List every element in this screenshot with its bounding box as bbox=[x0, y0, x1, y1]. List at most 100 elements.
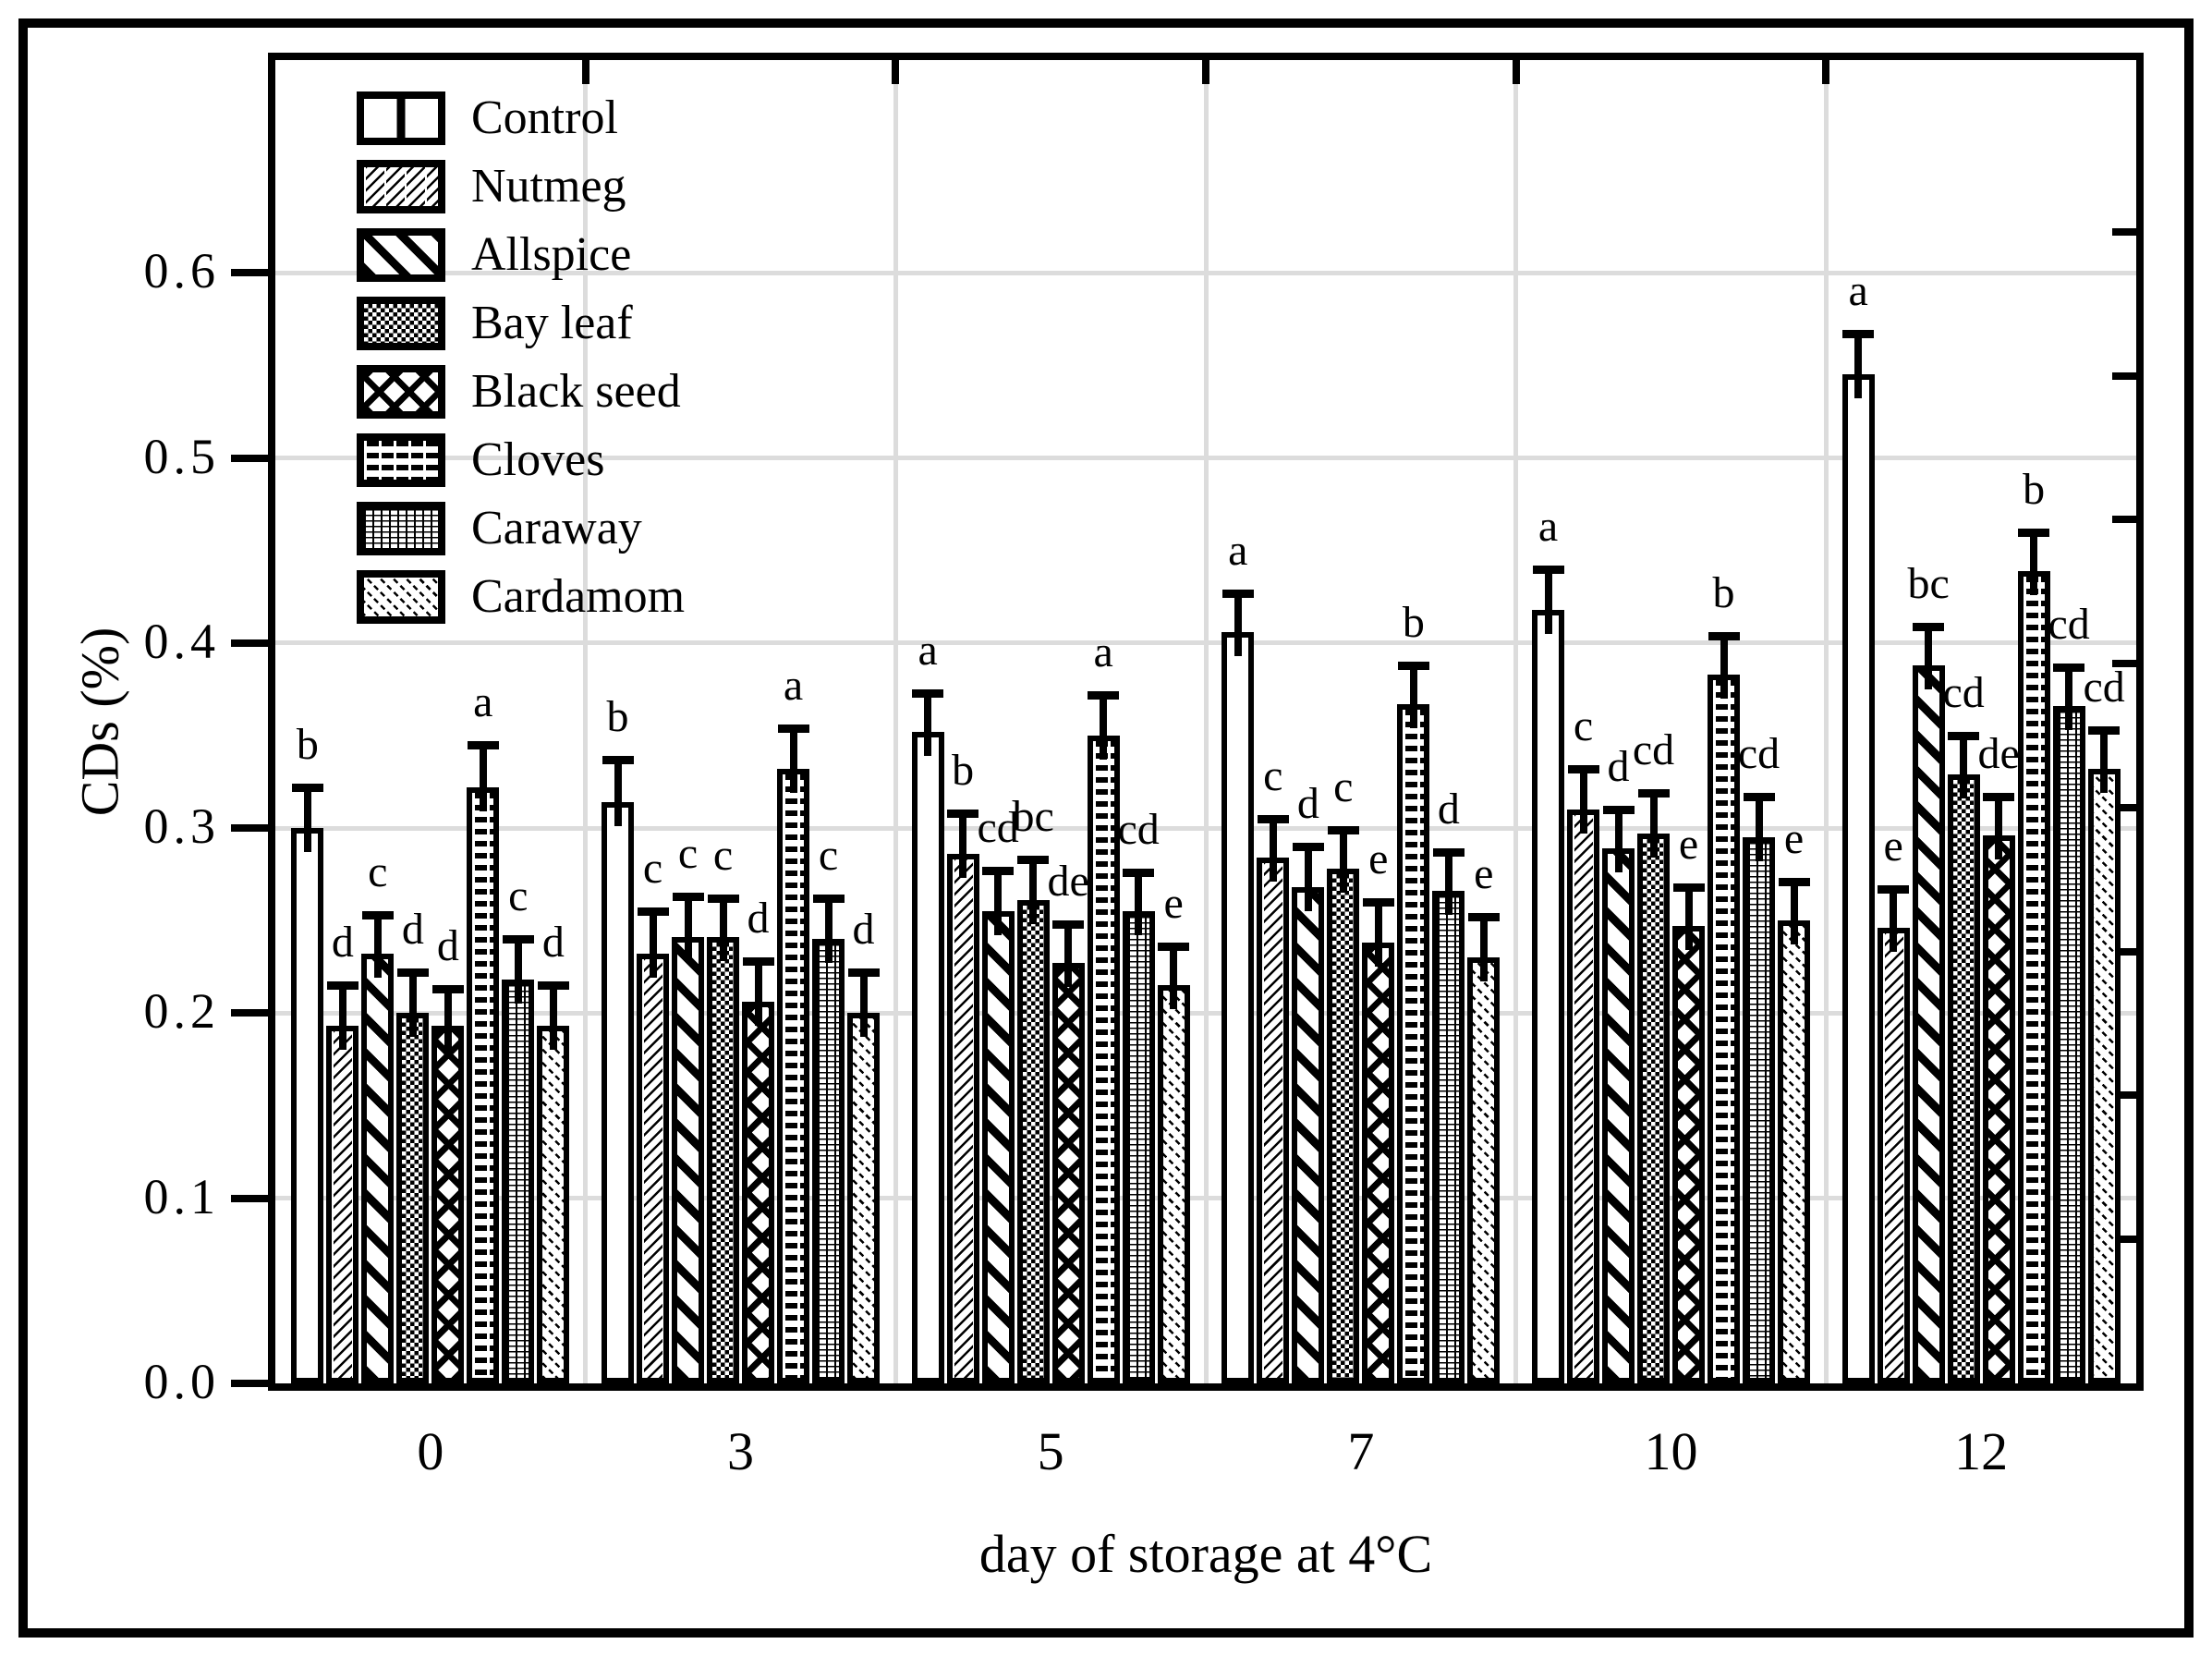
top-axis-tick bbox=[892, 60, 900, 84]
error-bar-stem bbox=[1269, 819, 1277, 883]
gridline-vertical bbox=[1203, 60, 1209, 1383]
y-axis-tick bbox=[231, 824, 268, 833]
significance-letter: c bbox=[677, 829, 699, 879]
error-bar-stem bbox=[719, 898, 727, 962]
error-bar-cap bbox=[812, 895, 845, 904]
bar bbox=[1432, 891, 1465, 1383]
significance-letter: e bbox=[1783, 814, 1805, 864]
bar bbox=[361, 954, 395, 1383]
significance-letter: c bbox=[642, 844, 663, 894]
y-tick-label: 0.3 bbox=[143, 798, 220, 855]
error-bar-stem bbox=[549, 985, 557, 1051]
significance-letter: c bbox=[712, 831, 734, 881]
significance-letter: d bbox=[1607, 742, 1630, 792]
legend-item-label: Allspice bbox=[471, 228, 632, 281]
bar bbox=[1467, 957, 1501, 1383]
error-bar-cap bbox=[1397, 661, 1429, 670]
bar bbox=[1087, 736, 1120, 1383]
error-bar-stem bbox=[1755, 797, 1763, 862]
legend-item: Cardamom bbox=[357, 570, 685, 624]
error-bar-cap bbox=[742, 957, 774, 967]
error-bar-stem bbox=[754, 961, 762, 1027]
error-bar-cap bbox=[1672, 883, 1705, 893]
significance-letter: c bbox=[818, 831, 839, 881]
error-bar-stem bbox=[514, 939, 522, 1005]
bar bbox=[1912, 664, 1945, 1383]
error-bar-cap bbox=[707, 895, 739, 904]
right-axis-tick bbox=[2112, 659, 2136, 667]
error-bar-cap bbox=[1327, 826, 1359, 835]
bar bbox=[467, 787, 500, 1383]
legend-item: Cloves bbox=[357, 433, 685, 487]
bar bbox=[1292, 887, 1325, 1383]
error-bar-cap bbox=[1017, 856, 1050, 865]
error-bar-stem bbox=[1100, 694, 1108, 760]
gridline-vertical bbox=[1823, 60, 1829, 1383]
significance-letter: e bbox=[1163, 879, 1184, 929]
bar bbox=[742, 1002, 774, 1383]
error-bar-cap bbox=[1637, 789, 1670, 798]
error-bar-stem bbox=[1170, 946, 1178, 1010]
significance-letter: e bbox=[1474, 849, 1494, 899]
significance-letter: cd bbox=[977, 803, 1019, 853]
error-bar-stem bbox=[1790, 882, 1798, 945]
error-bar-stem bbox=[1234, 592, 1242, 656]
bar bbox=[1122, 911, 1155, 1383]
error-bar-stem bbox=[2065, 666, 2073, 730]
right-axis-tick bbox=[2112, 948, 2136, 956]
legend: Control Nutmeg Allspice Bay leaf Black seed C… bbox=[357, 91, 685, 624]
significance-letter: cd bbox=[2048, 599, 2090, 649]
error-bar-stem bbox=[479, 745, 487, 812]
legend-item: Caraway bbox=[357, 502, 685, 555]
top-axis-tick bbox=[1512, 60, 1520, 84]
x-tick-label: 7 bbox=[1347, 1421, 1375, 1481]
significance-letter: d bbox=[331, 918, 354, 968]
error-bar-stem bbox=[1479, 917, 1488, 982]
error-bar-cap bbox=[1467, 913, 1500, 922]
x-tick-label: 10 bbox=[1644, 1421, 1698, 1481]
significance-letter: b bbox=[296, 720, 319, 770]
error-bar-cap bbox=[637, 907, 669, 917]
x-tick-label: 3 bbox=[726, 1421, 754, 1481]
error-bar-stem bbox=[684, 896, 692, 962]
bar bbox=[1743, 837, 1775, 1383]
bar bbox=[1877, 928, 1910, 1383]
significance-letter: c bbox=[368, 847, 388, 897]
significance-letter: cd bbox=[1117, 805, 1160, 855]
error-bar-stem bbox=[1720, 635, 1728, 699]
significance-letter: a bbox=[1537, 501, 1559, 551]
significance-letter: b bbox=[1402, 597, 1425, 647]
y-axis-tick bbox=[231, 1380, 268, 1387]
bar bbox=[1841, 374, 1875, 1383]
top-axis-tick bbox=[1202, 60, 1209, 84]
y-tick-label: 0.0 bbox=[143, 1354, 220, 1409]
significance-letter: a bbox=[1848, 266, 1868, 316]
caraway-pattern-swatch bbox=[357, 502, 445, 555]
error-bar-stem bbox=[444, 989, 452, 1051]
right-axis-tick bbox=[2112, 1090, 2136, 1099]
error-bar-cap bbox=[1432, 848, 1465, 858]
bar bbox=[431, 1026, 465, 1383]
y-tick-label: 0.1 bbox=[143, 1168, 220, 1224]
bar bbox=[911, 732, 944, 1383]
error-bar-stem bbox=[1064, 924, 1073, 988]
error-bar-stem bbox=[1135, 872, 1143, 936]
error-bar-cap bbox=[537, 981, 569, 991]
gridline-vertical bbox=[893, 60, 898, 1383]
bar bbox=[637, 954, 669, 1383]
significance-letter: a bbox=[783, 661, 804, 710]
bar bbox=[291, 828, 324, 1383]
error-bar-cap bbox=[1362, 898, 1394, 907]
error-bar-stem bbox=[959, 813, 967, 879]
bar bbox=[847, 1013, 880, 1383]
bar bbox=[672, 937, 704, 1383]
y-axis-tick bbox=[231, 454, 268, 462]
error-bar-cap bbox=[947, 810, 979, 819]
significance-letter: d bbox=[541, 918, 565, 968]
error-bar-stem bbox=[1995, 797, 2003, 860]
significance-letter: cd bbox=[1942, 668, 1985, 718]
error-bar-stem bbox=[614, 760, 622, 827]
error-bar-cap bbox=[1878, 885, 1910, 895]
right-axis-tick bbox=[2112, 515, 2136, 523]
bar bbox=[777, 769, 809, 1383]
